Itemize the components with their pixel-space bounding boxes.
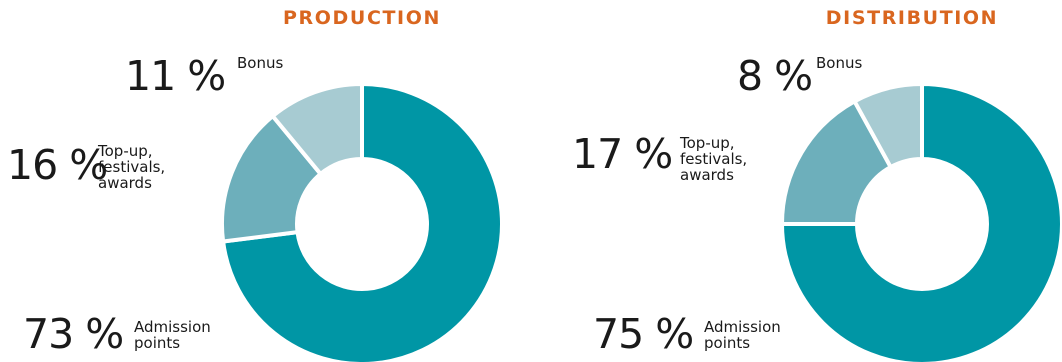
chart-title: PRODUCTION bbox=[283, 7, 441, 29]
bonus-percent: 11 % bbox=[125, 52, 226, 100]
bonus-label: Bonus bbox=[816, 54, 863, 72]
bonus-slice bbox=[269, 81, 364, 177]
bonus-slice bbox=[851, 81, 924, 170]
admission-label: Admission points bbox=[134, 318, 211, 352]
distribution-donut bbox=[779, 81, 1062, 362]
admission-points-slice bbox=[220, 81, 504, 362]
top-up-label: Top-up, festivals, awards bbox=[680, 134, 748, 184]
chart-title: DISTRIBUTION bbox=[825, 7, 999, 29]
distribution-chart: DISTRIBUTION 8 % Bonus 17 % Top-up, fest… bbox=[540, 0, 1062, 362]
top-up-label: Top-up, festivals, awards bbox=[98, 142, 166, 192]
admission-percent: 75 % bbox=[593, 310, 694, 358]
admission-label: Admission points bbox=[704, 318, 781, 352]
production-donut bbox=[220, 81, 504, 362]
production-chart: PRODUCTION 11 % Bonus 16 % Top-up, festi… bbox=[7, 7, 504, 362]
top-up-slice bbox=[779, 98, 894, 226]
admission-percent: 73 % bbox=[23, 310, 124, 358]
top-up-percent: 17 % bbox=[572, 130, 673, 178]
bonus-percent: 8 % bbox=[737, 52, 813, 100]
top-up-percent: 16 % bbox=[7, 141, 108, 189]
top-up-slice bbox=[220, 113, 324, 244]
bonus-label: Bonus bbox=[237, 54, 284, 72]
admission-points-slice bbox=[779, 81, 1062, 362]
